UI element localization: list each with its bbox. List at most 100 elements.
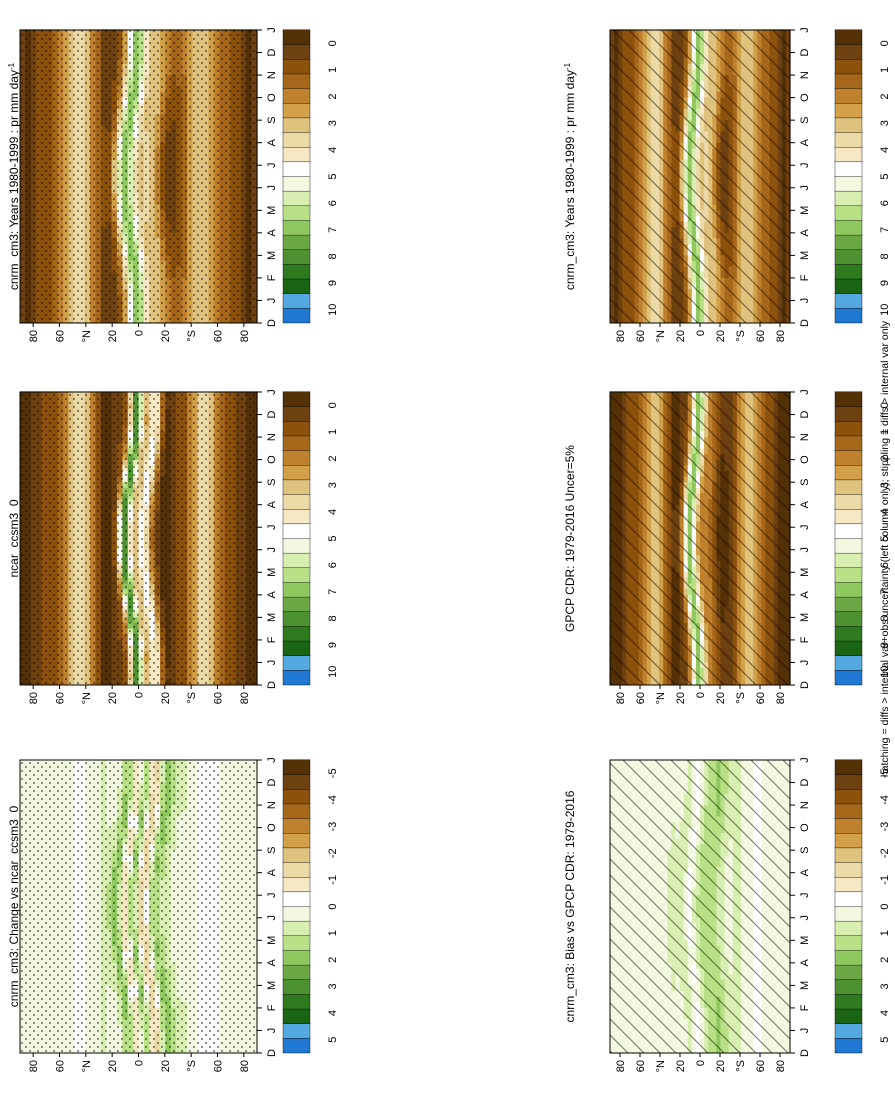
colorbar-swatch [834,538,863,554]
colorbar-swatch [282,219,311,236]
panel-title: GPCP CDR: 1979-2016 Uncer=5% [563,445,577,632]
colorbar-swatch [282,435,311,451]
colorbar-swatch [834,29,863,45]
lat-tick-label: 80 [775,1060,787,1072]
month-tick-label: N [266,433,278,441]
colorbar-label: 1 [879,930,891,936]
lat-tick-label: 80 [775,330,787,342]
colorbar-label: 5 [879,1037,891,1043]
month-tick-label: D [799,779,811,787]
colorbar-swatch [834,596,863,612]
colorbar-swatch [834,464,863,481]
colorbar-swatch [834,420,863,437]
colorbar-swatch [834,508,863,525]
lat-tick-label: 60 [755,692,767,704]
lat-tick-label: 60 [755,1060,767,1072]
lat-tick-label: °N [81,1060,93,1072]
colorbar-swatch [834,523,863,539]
colorbar-label: 8 [327,615,339,621]
colorbar-label: 2 [327,957,339,963]
month-tick-label: M [266,981,278,990]
month-tick-label: S [799,116,811,123]
month-tick-label: D [266,681,278,689]
panel-1: cnrm_cm3: Years 1980-1999 : pr mm day-1 8… [563,27,892,342]
colorbar-swatch [282,293,311,309]
colorbar-swatch [282,278,311,294]
month-tick-label: J [266,389,278,395]
month-tick-label: J [799,660,811,666]
colorbar-label: 2 [879,456,891,462]
colorbar-label: 6 [879,200,891,206]
lat-tick-label: 80 [615,1060,627,1072]
month-tick-label: M [799,613,811,622]
colorbar-swatch [282,249,311,265]
lat-tick-label: 20 [715,1060,727,1072]
colorbar-label: 4 [879,147,891,153]
colorbar-swatch [834,176,863,192]
colorbar-swatch [834,234,863,250]
colorbar-swatch [834,979,863,995]
colorbar-label: 2 [327,94,339,100]
colorbar-swatch [834,567,863,583]
month-tick-label: A [266,500,278,508]
colorbar-swatch [282,552,311,568]
colorbar-swatch [282,117,311,133]
lat-tick-label: 20 [715,692,727,704]
month-tick-label: M [799,936,811,945]
colorbar-swatch [282,102,311,119]
colorbar-swatch [834,993,863,1010]
month-tick-label: J [799,185,811,191]
month-tick-label: J [799,757,811,763]
colorbar-swatch [834,935,863,951]
month-tick-label: J [799,915,811,921]
colorbar-label: 5 [327,1037,339,1043]
month-tick-label: J [266,892,278,898]
colorbar-swatch [834,788,863,805]
lat-tick-label: 80 [28,1060,40,1072]
month-tick-label: O [799,93,811,102]
colorbar-swatch [282,508,311,525]
colorbar-swatch [834,640,863,656]
colorbar-swatch [282,640,311,656]
colorbar-swatch [282,803,311,819]
month-tick-label: J [799,524,811,530]
colorbar-label: 1 [327,429,339,435]
month-tick-label: J [266,524,278,530]
lat-tick-label: °N [81,330,93,342]
colorbar-swatch [282,774,311,790]
colorbar-label: 0 [327,903,339,909]
colorbar-label: 3 [327,482,339,488]
colorbar-label: 6 [327,200,339,206]
colorbar-swatch [282,832,311,849]
month-tick-label: F [799,1004,811,1011]
colorbar-swatch [834,450,863,466]
lat-tick-label: 0 [134,1060,146,1066]
colorbar-label: 2 [879,957,891,963]
month-tick-label: M [266,568,278,577]
panel-2: cnrm_cm3: Years 1980-1999 : pr mm day-1 8… [7,27,340,342]
colorbar-swatch [282,979,311,995]
lat-tick-label: 80 [615,330,627,342]
colorbar-swatch [282,920,311,937]
colorbar-swatch [282,567,311,583]
month-tick-label: D [266,779,278,787]
lat-tick-label: 80 [239,330,251,342]
colorbar-swatch [282,234,311,250]
colorbar-label: -5 [327,768,339,778]
colorbar-label: 7 [327,227,339,233]
colorbar-label: 0 [879,40,891,46]
colorbar-swatch [282,132,311,148]
colorbar-label: 6 [327,562,339,568]
colorbar: 5 4 3 2 1 0 -1 -2 -3 -4 -5 [834,759,891,1054]
heatmap-field [610,759,791,1053]
colorbar-swatch [282,420,311,437]
colorbar-swatch [282,406,311,422]
month-tick-label: J [266,757,278,763]
month-tick-label: N [266,801,278,809]
footnote: hatching = diffs > internal var+obs unce… [879,320,891,777]
colorbar-label: -5 [879,768,891,778]
colorbar-label: 0 [327,402,339,408]
